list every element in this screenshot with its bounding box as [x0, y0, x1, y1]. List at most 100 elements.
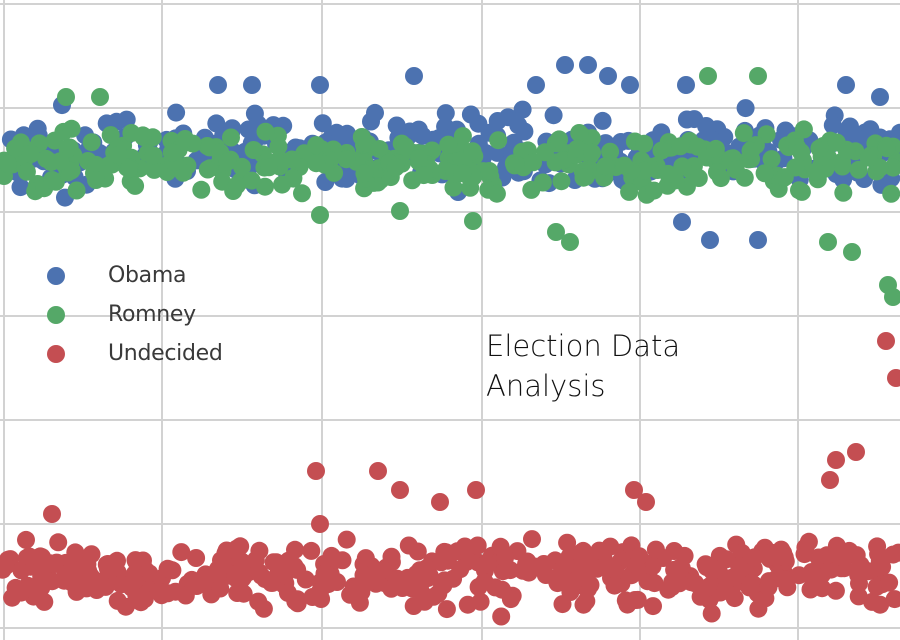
point-undecided [408, 542, 427, 561]
point-undecided [267, 553, 286, 572]
point-undecided [126, 551, 145, 570]
point-romney [67, 181, 86, 200]
point-romney [43, 171, 61, 189]
point-romney [489, 131, 508, 150]
legend-label-romney: Romney [108, 302, 196, 327]
point-obama [311, 76, 329, 94]
legend-label-obama: Obama [108, 263, 187, 288]
point-undecided [187, 549, 206, 567]
legend-item-undecided: Undecided [40, 334, 223, 373]
point-romney [176, 130, 195, 148]
point-undecided [763, 547, 782, 566]
point-undecided [826, 581, 845, 600]
point-obama [167, 103, 186, 122]
point-undecided [699, 578, 718, 597]
point-romney [0, 154, 17, 173]
point-undecided [285, 557, 304, 576]
point-undecided [234, 584, 253, 603]
legend-label-undecided: Undecided [108, 341, 223, 366]
point-undecided [382, 547, 401, 566]
point-obama [461, 105, 480, 124]
point-romney [819, 233, 837, 251]
point-undecided [458, 595, 477, 614]
point-romney [62, 119, 81, 138]
point-romney [51, 152, 70, 171]
point-romney [775, 168, 794, 187]
point-undecided [523, 530, 541, 549]
point-romney [410, 149, 428, 168]
point-romney [882, 184, 900, 203]
point-undecided [40, 554, 59, 573]
point-undecided [356, 549, 375, 568]
point-romney [293, 184, 311, 203]
point-romney [260, 158, 278, 177]
point-undecided [637, 493, 655, 511]
point-romney [269, 137, 288, 156]
point-undecided [558, 533, 577, 552]
point-romney [688, 137, 707, 156]
point-undecided [82, 568, 101, 587]
point-romney [561, 233, 579, 251]
point-romney [87, 155, 106, 174]
point-undecided [302, 541, 321, 560]
point-romney [311, 206, 329, 224]
point-undecided [630, 547, 649, 566]
chart-legend: Obama Romney Undecided [40, 256, 223, 373]
point-undecided [577, 592, 596, 611]
point-undecided [467, 481, 485, 499]
point-obama [701, 231, 719, 249]
point-undecided [431, 493, 449, 511]
point-obama [387, 116, 406, 135]
overlay-caption: Election Data Analysis [486, 326, 680, 406]
point-obama [313, 114, 332, 133]
point-obama [599, 67, 617, 85]
point-undecided [571, 544, 590, 563]
point-obama [593, 111, 612, 130]
point-romney [133, 126, 152, 145]
point-romney [198, 160, 217, 179]
point-obama [890, 123, 900, 142]
overlay-caption-line2: Analysis [486, 369, 606, 403]
point-undecided [667, 569, 686, 587]
point-undecided [605, 576, 624, 595]
point-undecided [821, 471, 839, 489]
point-romney [884, 288, 900, 306]
point-obama [736, 99, 755, 118]
point-romney [524, 153, 543, 172]
point-romney [711, 169, 730, 188]
point-undecided [492, 607, 511, 626]
point-romney [833, 157, 852, 176]
point-undecided [745, 548, 764, 567]
point-undecided [468, 536, 487, 555]
point-romney [635, 134, 654, 153]
point-obama [556, 56, 574, 74]
point-romney [453, 164, 472, 183]
point-romney [337, 150, 356, 169]
point-obama [527, 76, 545, 94]
point-undecided [158, 559, 177, 578]
point-undecided [432, 573, 451, 592]
point-undecided [776, 570, 795, 589]
point-obama [544, 106, 563, 125]
point-romney [749, 67, 767, 85]
point-undecided [254, 599, 273, 618]
point-romney [307, 136, 326, 155]
point-romney [37, 149, 56, 168]
point-romney [834, 183, 853, 202]
point-romney [256, 122, 275, 141]
point-undecided [158, 584, 177, 603]
point-undecided [315, 564, 334, 583]
point-romney [386, 158, 405, 177]
point-undecided [232, 552, 251, 571]
point-romney [464, 212, 482, 230]
point-romney [87, 171, 105, 189]
point-undecided [455, 537, 474, 556]
point-undecided [311, 515, 329, 533]
point-undecided [312, 590, 331, 608]
point-romney [645, 181, 663, 200]
point-undecided [307, 462, 325, 480]
point-undecided [17, 579, 36, 598]
point-romney [706, 139, 725, 158]
